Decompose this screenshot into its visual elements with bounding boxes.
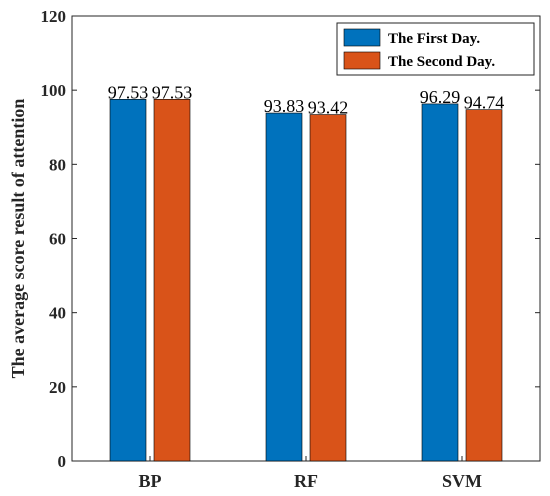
y-tick-label: 100 [41,81,67,100]
legend: The First Day. The Second Day. [336,22,535,76]
data-label-bp-series-2: 97.53 [152,82,193,102]
legend-swatch-series-2 [343,51,381,70]
x-tick-label-svm: SVM [442,471,482,491]
bar-svm-series-2 [465,109,503,462]
y-tick-label: 60 [49,230,66,249]
data-label-rf-series-2: 93.42 [308,98,349,118]
legend-label-series-1: The First Day. [388,31,480,47]
bar-rf-series-1 [265,112,303,462]
y-tick-label: 0 [58,452,67,471]
data-labels-group: 97.53 97.53 93.83 93.42 96.29 94.74 [108,82,505,117]
y-tick-label: 40 [49,304,66,323]
y-axis: 0 20 40 60 80 100 120 [41,7,540,471]
bar-bp-series-1 [109,99,147,462]
data-label-svm-series-1: 96.29 [420,87,461,107]
data-label-rf-series-1: 93.83 [264,96,305,116]
y-tick-label: 20 [49,378,66,397]
x-tick-label-bp: BP [138,471,161,491]
legend-swatch-series-1 [343,28,381,47]
y-axis-title: The average score result of attention [8,99,28,379]
data-label-bp-series-1: 97.53 [108,82,149,102]
bar-bp-series-2 [153,99,191,462]
x-axis: BP RF SVM [138,456,482,491]
legend-label-series-2: The Second Day. [388,54,495,70]
y-tick-label: 120 [41,7,67,26]
data-label-svm-series-2: 94.74 [464,93,505,113]
bars-group [109,99,503,462]
x-tick-label-rf: RF [294,471,318,491]
bar-rf-series-2 [309,114,347,462]
y-tick-label: 80 [49,155,66,174]
bar-svm-series-1 [421,103,459,462]
